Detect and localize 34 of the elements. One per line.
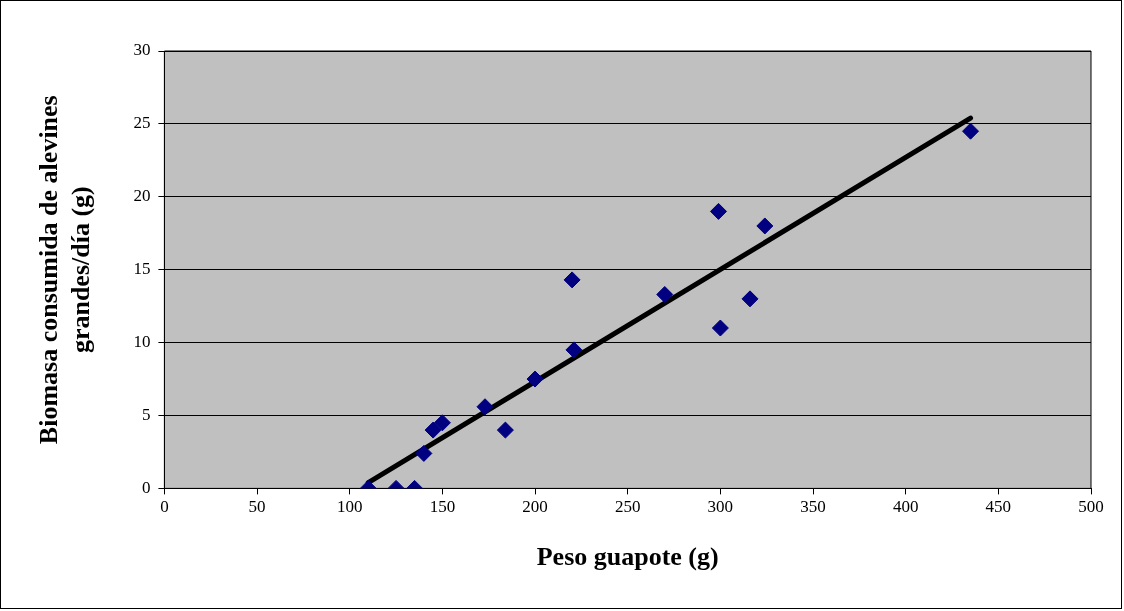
x-tick-label: 150: [429, 497, 456, 517]
x-tick-label: 50: [248, 497, 266, 517]
x-tick-label: 0: [160, 497, 169, 517]
point: [476, 398, 494, 416]
point: [565, 341, 583, 359]
point: [526, 370, 544, 388]
y-tick-label: 15: [133, 259, 151, 279]
x-tick-label: 250: [614, 497, 641, 517]
point: [433, 414, 451, 432]
x-tick-label: 100: [336, 497, 363, 517]
point: [424, 421, 442, 439]
point: [415, 444, 433, 462]
y-tick-label: 10: [133, 332, 151, 352]
x-tick-label: 400: [892, 497, 919, 517]
point: [741, 290, 759, 308]
x-tick-label: 450: [985, 497, 1012, 517]
x-axis-title: Peso guapote (g): [536, 542, 719, 572]
x-tick-label: 500: [1078, 497, 1104, 517]
y-tick-label: 25: [133, 113, 151, 133]
point: [962, 122, 980, 140]
point: [756, 217, 774, 235]
y-axis-title: Biomasa consumida de alevines grandes/día (g): [34, 95, 95, 445]
x-tick-label: 200: [522, 497, 548, 517]
y-tick-label: 0: [141, 477, 151, 497]
point: [496, 421, 514, 439]
x-tick-label: 350: [800, 497, 826, 517]
point: [656, 285, 674, 303]
point: [710, 202, 728, 220]
point: [711, 319, 729, 337]
point: [563, 271, 581, 289]
y-tick-label: 20: [133, 186, 151, 206]
x-tick-label: 300: [707, 497, 734, 517]
y-tick-label: 30: [133, 40, 151, 60]
y-tick-label: 5: [141, 404, 151, 424]
